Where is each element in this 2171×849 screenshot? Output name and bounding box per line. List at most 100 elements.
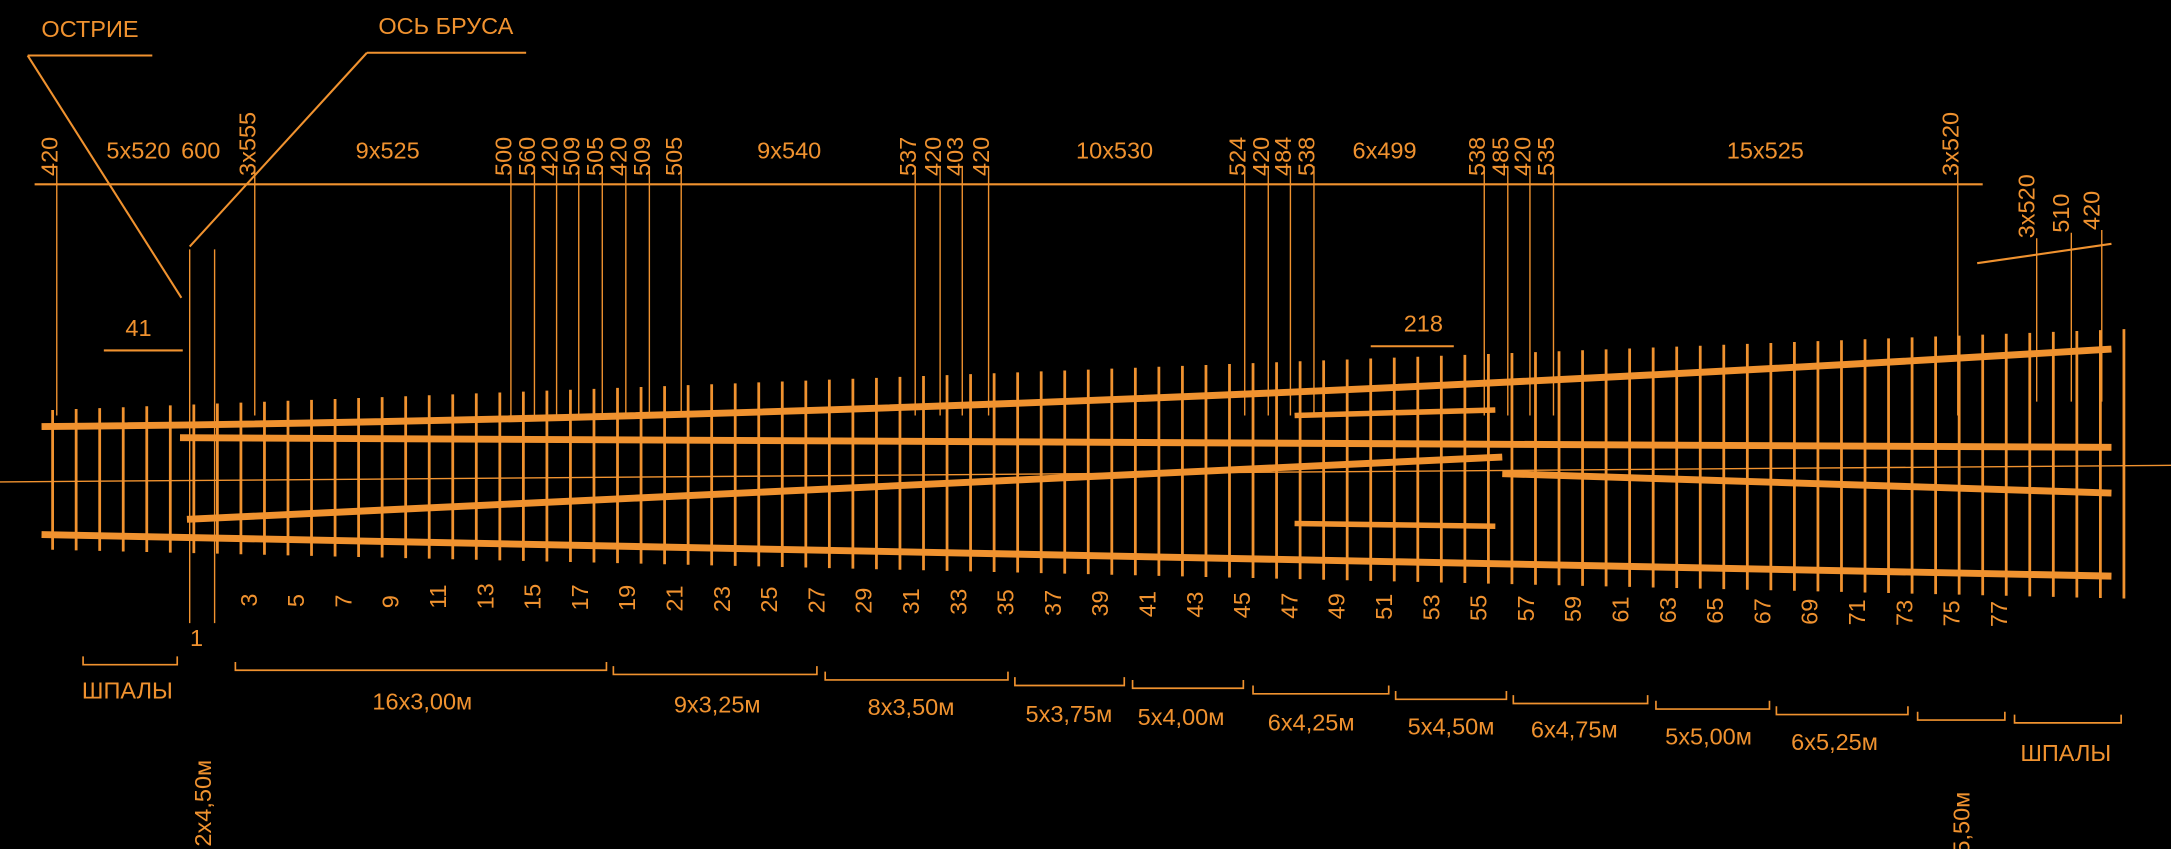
sleeper-group: 5x4,00м xyxy=(1138,704,1225,730)
sleeper-number: 25 xyxy=(756,586,782,612)
callout: ОСТРИЕ xyxy=(41,16,138,42)
dimension-label: 538 xyxy=(1294,137,1320,176)
bracket xyxy=(1014,677,1126,687)
dimension-label: 420 xyxy=(606,137,632,176)
sleeper-number: 3 xyxy=(236,593,262,606)
sleeper-number: 51 xyxy=(1371,594,1397,620)
dimension-line xyxy=(1977,242,2112,265)
sleeper-group: 5x4,50м xyxy=(1408,714,1495,740)
dimension-label: 509 xyxy=(558,137,584,176)
dimension-label: 420 xyxy=(920,137,946,176)
sleeper-number: 75 xyxy=(1939,600,1965,626)
dimension-label: 484 xyxy=(1270,137,1296,176)
sleeper-number: 11 xyxy=(425,584,451,608)
sleeper-number: 39 xyxy=(1087,590,1113,616)
bracket xyxy=(1394,691,1508,701)
sleeper-number: 47 xyxy=(1276,593,1302,619)
bracket xyxy=(82,656,179,666)
dimension-label: 218 xyxy=(1404,311,1443,337)
dimension-label: 10x530 xyxy=(1076,138,1153,164)
sleeper-number: 35 xyxy=(993,589,1019,615)
sleeper-number: 53 xyxy=(1418,594,1444,620)
sleeper-group: 5x3,75м xyxy=(1025,701,1112,727)
sleeper-number: 15 xyxy=(520,584,546,610)
sleeper-number: 77 xyxy=(1986,601,2012,627)
sleeper-number: 45 xyxy=(1229,592,1255,618)
rail xyxy=(41,345,2112,431)
sleeper-number: 19 xyxy=(614,585,640,611)
leader xyxy=(26,54,183,299)
sleeper-number: 65 xyxy=(1702,598,1728,624)
dimension-label: 6x499 xyxy=(1353,138,1417,164)
bracket xyxy=(1655,700,1771,710)
sleeper-group: 4x5,50м xyxy=(1949,792,1975,849)
sleeper-number: 29 xyxy=(851,588,877,614)
sleeper-group: 2x4,50м xyxy=(190,760,216,847)
sleeper-group: 9x3,25м xyxy=(674,691,761,717)
dimension-label: 420 xyxy=(2079,191,2105,230)
sleeper-group: 6x4,25м xyxy=(1268,709,1355,735)
dimension-label: 485 xyxy=(1487,137,1513,176)
bracket xyxy=(1252,685,1390,695)
dimension-label: 9x540 xyxy=(757,138,821,164)
sleeper-number: 43 xyxy=(1182,591,1208,617)
sleeper-number: 57 xyxy=(1513,595,1539,621)
leader xyxy=(188,52,368,248)
dimension-label: 9x525 xyxy=(356,138,420,164)
sleeper-number: 49 xyxy=(1324,593,1350,619)
dimension-label: 505 xyxy=(661,137,687,176)
bracket xyxy=(824,671,1009,681)
dimension-label: 41 xyxy=(125,315,151,341)
sleeper-number: 33 xyxy=(945,589,971,615)
sleeper-number: 67 xyxy=(1749,598,1775,624)
sleeper-number: 59 xyxy=(1560,596,1586,622)
bracket xyxy=(234,661,608,672)
bracket xyxy=(1775,706,1909,716)
dimension-label: 535 xyxy=(1533,137,1559,176)
callout: ОСЬ БРУСА xyxy=(378,13,513,39)
sleeper-number: 21 xyxy=(662,585,688,611)
rail xyxy=(179,434,2112,451)
rail xyxy=(1502,470,2112,497)
sleeper-group: 6x5,25м xyxy=(1791,729,1878,755)
bracket xyxy=(612,666,818,676)
dimension-label: 3x555 xyxy=(234,112,260,176)
sleeper-number: 55 xyxy=(1466,595,1492,621)
sleeper-number: 61 xyxy=(1608,596,1634,622)
sleeper-group: 16x3,00м xyxy=(372,689,472,715)
sleeper-number: 71 xyxy=(1844,599,1870,625)
sleeper-group: 5x5,00м xyxy=(1665,723,1752,749)
rail xyxy=(41,531,2112,580)
sleeper-group: ШПАЛЫ xyxy=(2020,740,2111,766)
sleeper-group: 6x4,75м xyxy=(1531,716,1618,742)
sleeper-number: 17 xyxy=(567,584,593,610)
dimension-label: 420 xyxy=(1248,137,1274,176)
bracket xyxy=(1512,695,1649,705)
sleeper-number: 41 xyxy=(1135,591,1161,617)
dimension-label: 420 xyxy=(968,137,994,176)
dimension-label: 537 xyxy=(895,137,921,176)
dimension-label: 560 xyxy=(514,137,540,176)
rail xyxy=(186,453,1503,523)
dimension-label: 538 xyxy=(1464,137,1490,176)
dimension-label: 420 xyxy=(1510,137,1536,176)
sleeper-number: 7 xyxy=(330,595,356,608)
bracket xyxy=(1131,679,1245,690)
dimension-label: 510 xyxy=(2048,193,2074,232)
bracket xyxy=(2013,714,2122,724)
sleeper-number: 13 xyxy=(472,583,498,609)
dimension-label: 420 xyxy=(536,137,562,176)
sleeper-group: 8x3,50м xyxy=(868,694,955,720)
dimension-label: 420 xyxy=(36,137,62,176)
dimension-label: 505 xyxy=(582,137,608,176)
bracket xyxy=(1916,711,2006,721)
dimension-label: 3x520 xyxy=(1937,112,1963,176)
dimension-label: 509 xyxy=(629,137,655,176)
sleeper-number: 63 xyxy=(1655,597,1681,623)
sleeper-number: 27 xyxy=(803,587,829,613)
sleeper-number: 9 xyxy=(378,595,404,608)
dimension-label: 403 xyxy=(942,137,968,176)
